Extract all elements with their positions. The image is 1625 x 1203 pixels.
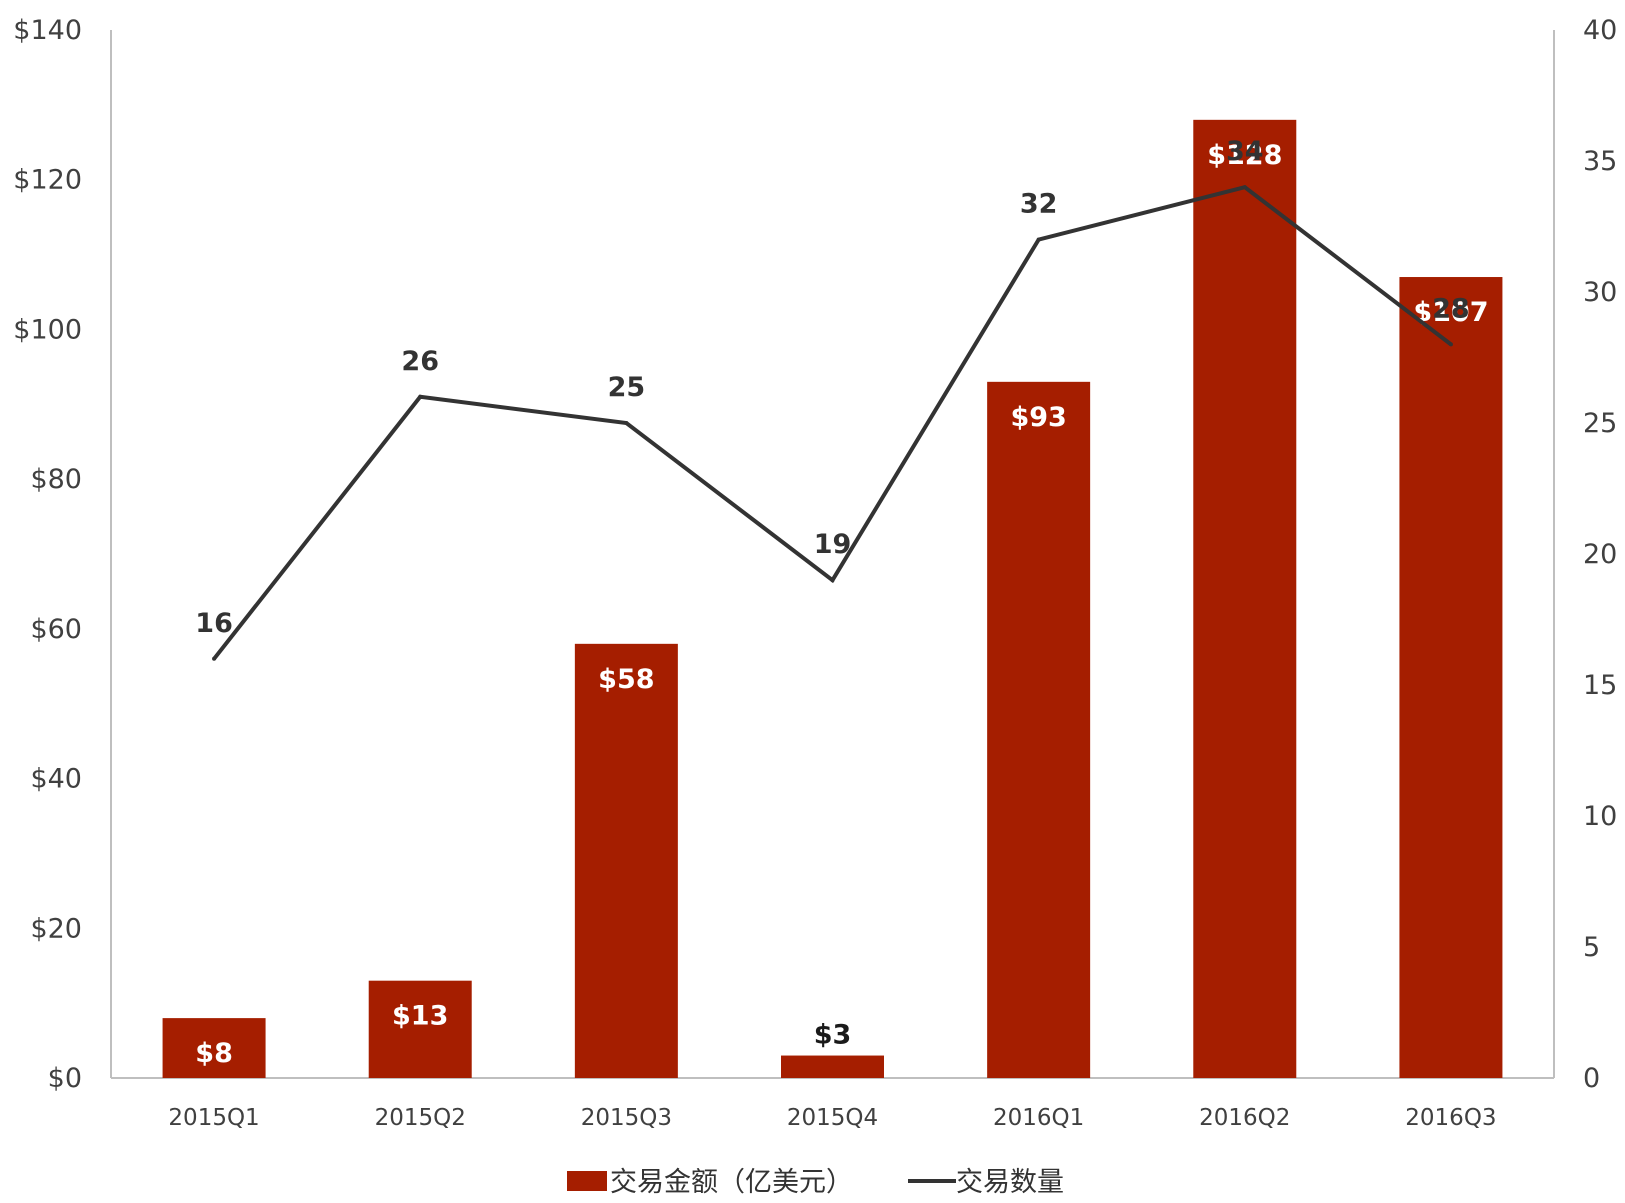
line-point [624, 421, 629, 425]
left-tick-label: $140 [13, 15, 82, 46]
line-data-label: 19 [814, 529, 852, 560]
left-tick-label: $80 [30, 464, 82, 495]
right-tick-label: 5 [1583, 932, 1600, 963]
left-tick-label: $40 [30, 764, 82, 795]
x-tick-label: 2015Q4 [787, 1105, 878, 1131]
x-tick-label: 2016Q3 [1405, 1105, 1496, 1131]
bar-data-label: $58 [598, 664, 654, 695]
bar-data-label: $128 [1207, 140, 1282, 171]
line-point [1242, 185, 1247, 190]
right-tick-labels: 0 5 10 15 20 25 30 35 40 [1583, 15, 1617, 1094]
left-tick-label: $60 [30, 614, 82, 645]
line-data-label: 16 [195, 608, 233, 639]
line-point [830, 578, 835, 583]
legend-bar-swatch [567, 1171, 607, 1191]
left-tick-label: $0 [48, 1063, 82, 1094]
bar-data-label: $8 [195, 1038, 233, 1069]
line-data-label: 26 [401, 346, 439, 377]
bar-data-label: $13 [392, 1001, 448, 1032]
line-point [212, 656, 217, 661]
line-data-label: 34 [1226, 136, 1264, 167]
x-tick-label: 2016Q1 [993, 1105, 1084, 1131]
line-point [418, 394, 423, 399]
right-tick-label: 25 [1583, 408, 1617, 439]
right-tick-label: 35 [1583, 146, 1617, 177]
x-tick-labels: 2015Q1 2015Q2 2015Q3 2015Q4 2016Q1 2016Q2 2016… [168, 1105, 1496, 1131]
bar-data-label: $93 [1010, 402, 1066, 433]
left-tick-label: $20 [30, 913, 82, 944]
right-tick-label: 15 [1583, 670, 1617, 701]
line-series: 16 26 25 19 32 34 28 [195, 136, 1470, 661]
x-tick-label: 2016Q2 [1199, 1105, 1290, 1131]
bar [574, 643, 678, 1078]
bar-series: $8$13$58$3$93$128$107 [162, 119, 1503, 1079]
x-tick-label: 2015Q2 [375, 1105, 466, 1131]
right-tick-label: 20 [1583, 539, 1617, 570]
legend-line-label: 交易数量 [956, 1167, 1064, 1198]
right-tick-label: 10 [1583, 801, 1617, 832]
line-point [1036, 237, 1041, 242]
legend: 交易金额（亿美元） 交易数量 [567, 1167, 1064, 1198]
bar-data-label: $3 [814, 1020, 852, 1051]
right-tick-label: 0 [1583, 1063, 1600, 1094]
right-tick-label: 30 [1583, 277, 1617, 308]
bar [987, 381, 1091, 1078]
bar [1399, 277, 1503, 1078]
left-tick-label: $120 [13, 165, 82, 196]
left-tick-labels: $0 $20 $40 $60 $80 $100 $120 $140 [13, 15, 82, 1094]
line-data-label: 25 [608, 372, 646, 403]
bar [781, 1055, 884, 1078]
x-tick-label: 2015Q1 [168, 1105, 259, 1131]
bar [1193, 119, 1297, 1079]
x-tick-label: 2015Q3 [581, 1105, 672, 1131]
line-data-label: 28 [1432, 293, 1470, 324]
left-tick-label: $100 [13, 314, 82, 345]
bar [368, 980, 472, 1078]
line-point [1448, 342, 1453, 347]
bar [162, 1018, 266, 1078]
legend-bar-label: 交易金额（亿美元） [610, 1167, 853, 1198]
right-tick-label: 40 [1583, 15, 1617, 46]
line-data-label: 32 [1020, 189, 1058, 220]
